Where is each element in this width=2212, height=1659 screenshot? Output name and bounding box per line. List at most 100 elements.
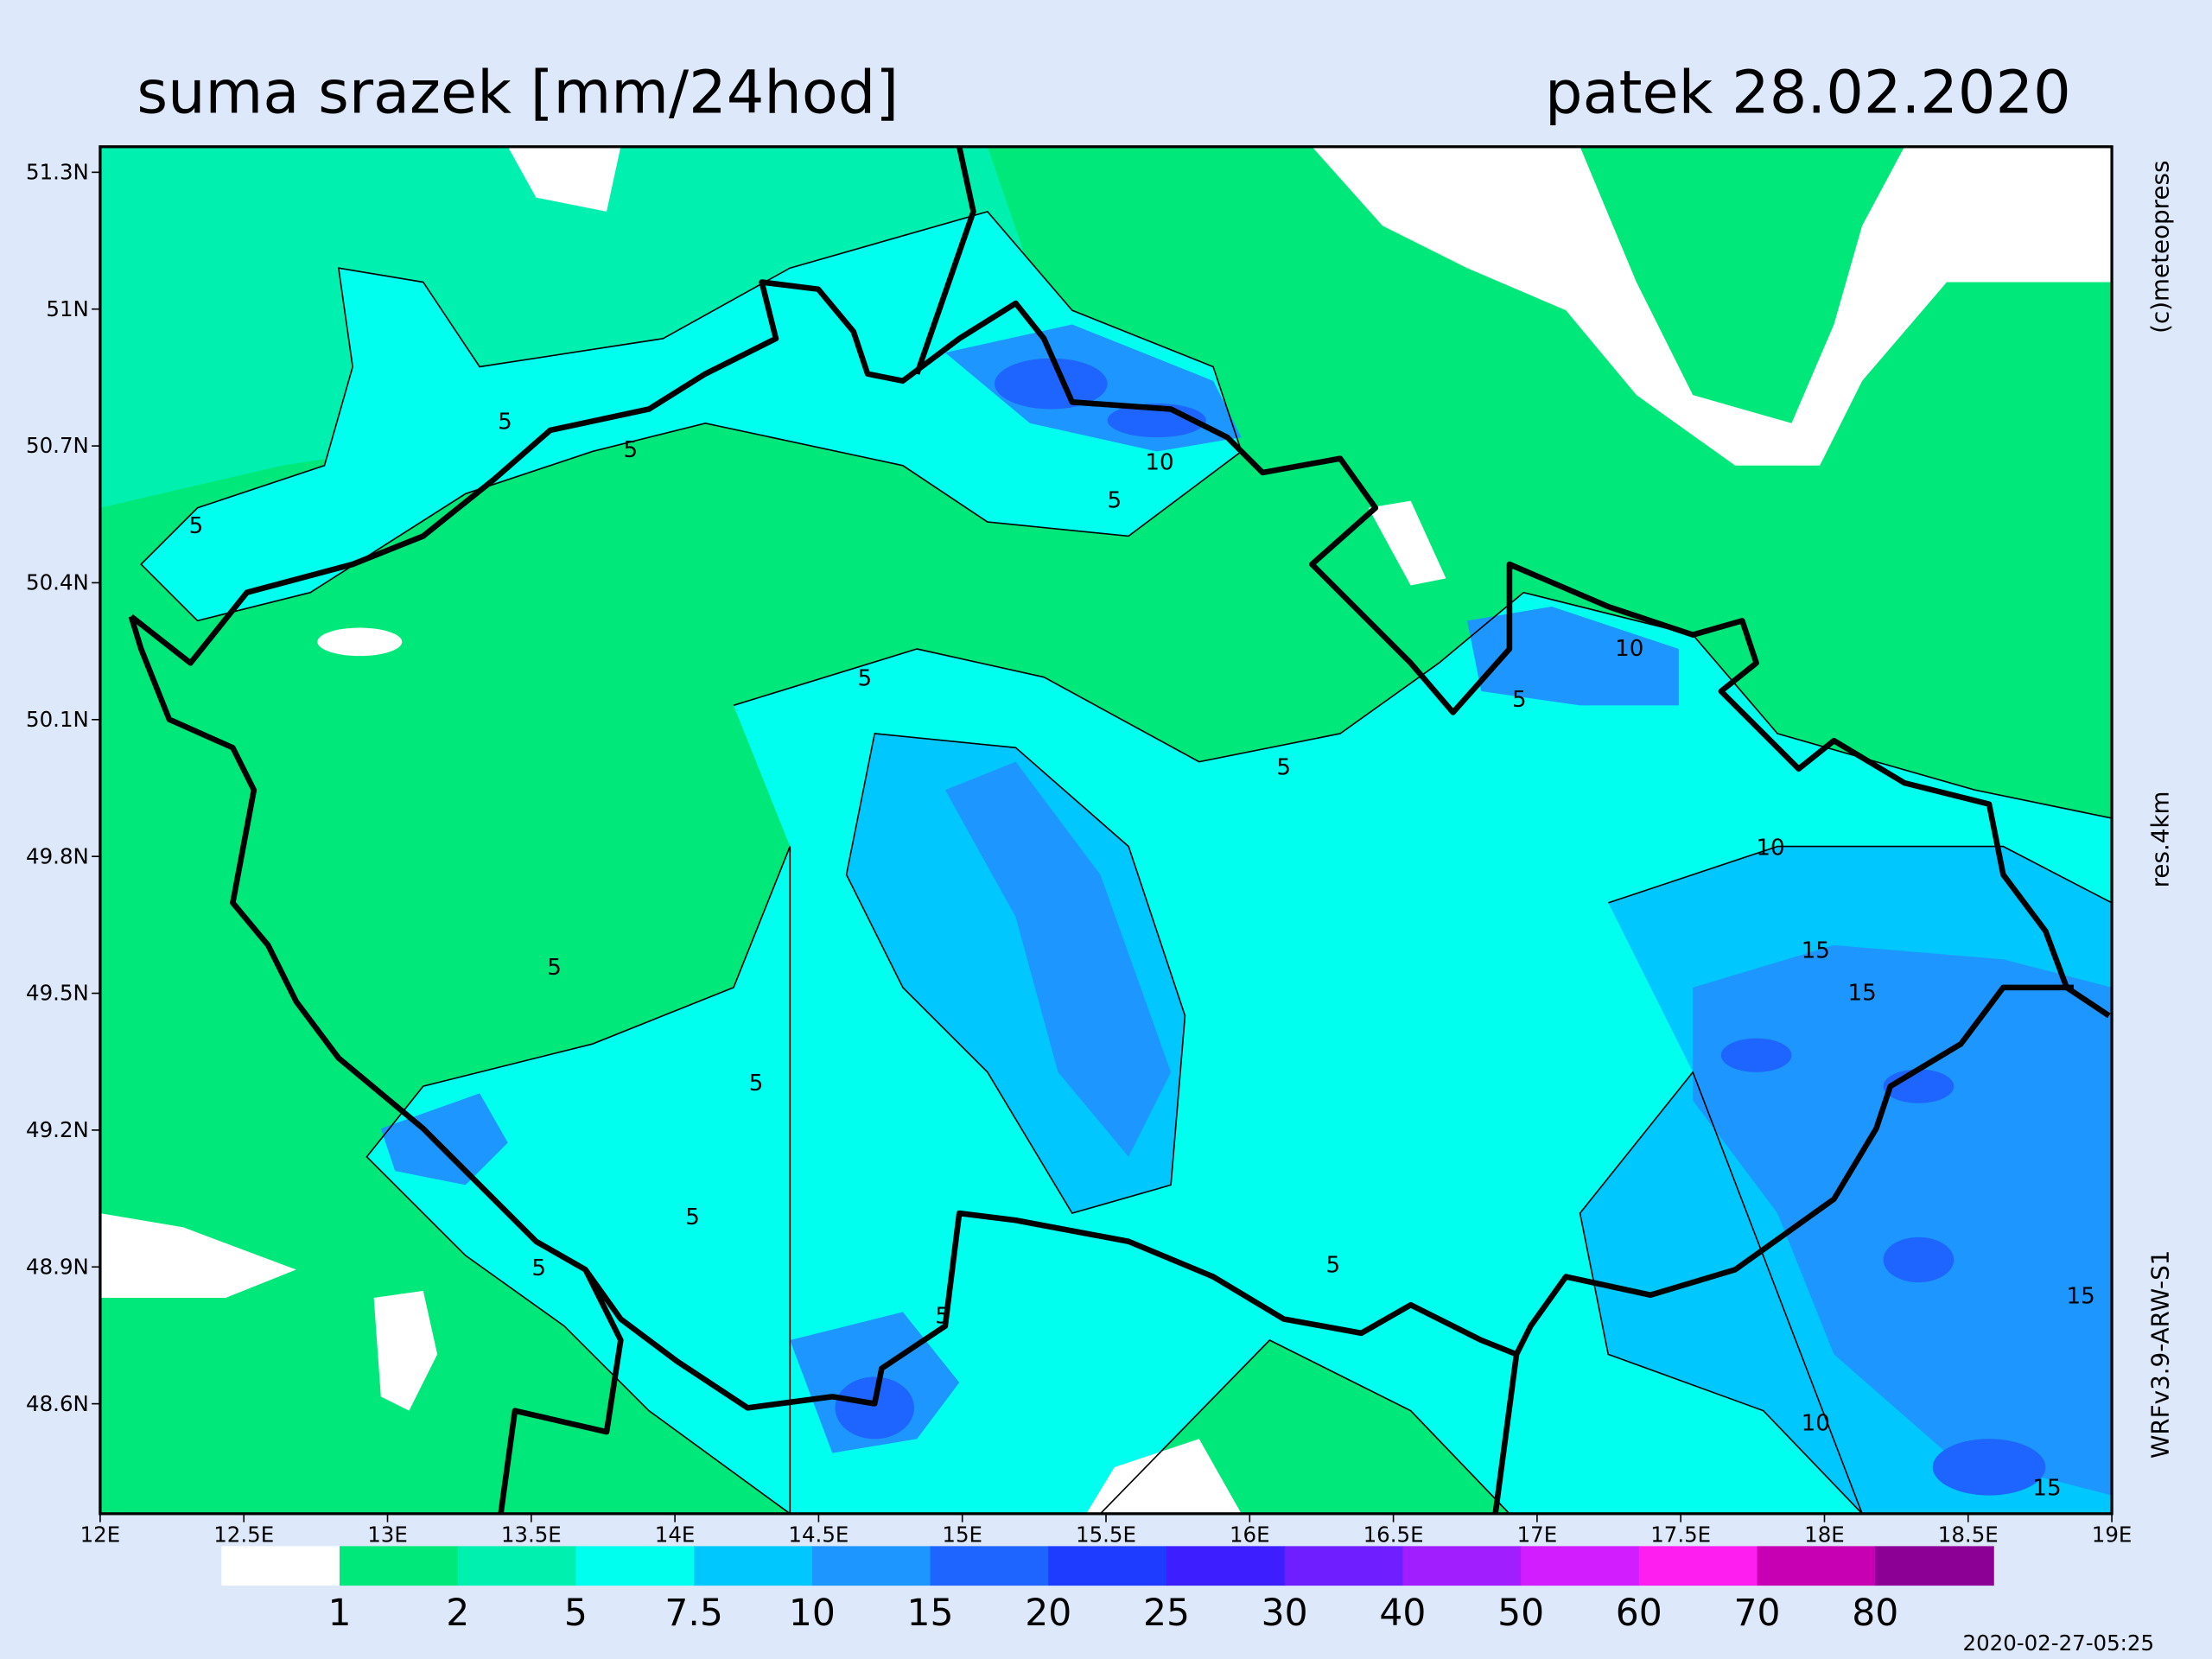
colorbar-label: 7.5	[664, 1592, 722, 1635]
contour-label: 5	[531, 1255, 546, 1281]
colorbar-label: 80	[1852, 1592, 1898, 1635]
contour	[140, 210, 1243, 622]
y-tick-label: 51N	[46, 296, 88, 321]
model: WRFv3.9-ARW-S1	[2145, 1250, 2174, 1459]
area	[373, 1290, 438, 1411]
x-tick-label: 15.5E	[1076, 1522, 1136, 1547]
colorbar-label: 15	[907, 1592, 954, 1635]
resolution: res.4km	[2145, 791, 2174, 887]
contour-label: 5	[623, 437, 638, 463]
x-tick-label: 19E	[2092, 1522, 2133, 1547]
contour-label: 5	[1107, 488, 1122, 514]
contour-label: 15	[1802, 938, 1830, 964]
title: suma srazek [mm/24hod]	[137, 59, 899, 128]
country-border	[128, 146, 2111, 1514]
area	[317, 627, 403, 657]
x-tick-label: 15E	[942, 1522, 982, 1547]
colorbar-label: 60	[1616, 1592, 1662, 1635]
timestamp: 2020-02-27-05:25	[1963, 1630, 2155, 1656]
colorbar-segment	[1048, 1546, 1167, 1586]
contour-label: 5	[498, 409, 512, 435]
x-tick-label: 17.5E	[1650, 1522, 1711, 1547]
contour-label: 15	[1847, 981, 1876, 1007]
colorbar-segment	[1875, 1546, 1994, 1586]
x-tick-label: 12.5E	[213, 1522, 274, 1547]
colorbar-segment	[1402, 1546, 1522, 1586]
y-tick-label: 50.4N	[26, 570, 89, 595]
colorbar-segment	[457, 1546, 577, 1586]
colorbar-label: 5	[564, 1592, 588, 1635]
contour-label: 5	[749, 1071, 764, 1096]
colorbar-segment	[1166, 1546, 1286, 1586]
area	[1086, 1439, 1242, 1514]
contour-label: 10	[1756, 835, 1784, 861]
axes: 12E 12.5E 13E 13.5E 14E 14.5E 15E 15.5E 16E 16.5E…	[26, 160, 2132, 1548]
area	[1932, 1439, 2046, 1496]
y-tick-label: 50.1N	[26, 707, 89, 732]
y-tick-label: 48.9N	[26, 1254, 89, 1279]
x-tick-label: 12E	[80, 1522, 121, 1547]
contour-label: 5	[1512, 687, 1527, 713]
date: patek 28.02.2020	[1545, 59, 2071, 128]
colorbar-segment	[340, 1546, 459, 1586]
x-tick-label: 16E	[1230, 1522, 1270, 1547]
area	[1693, 944, 2113, 1496]
y-tick-label: 49.5N	[26, 981, 89, 1006]
area	[995, 358, 1108, 410]
area	[1466, 607, 1679, 706]
colorbar: 1 2 5 7.5 10 15 20 25 30 40 50 60 70 80	[221, 1546, 1994, 1635]
colorbar-label: 2	[446, 1592, 469, 1635]
colorbar-label: 50	[1497, 1592, 1544, 1635]
y-tick-label: 49.2N	[26, 1117, 89, 1142]
area	[1883, 1236, 1955, 1283]
colorbar-segment	[930, 1546, 1050, 1586]
colorbar-segment	[575, 1546, 695, 1586]
contour-label: 5	[547, 955, 562, 981]
x-tick-label: 14E	[655, 1522, 696, 1547]
y-tick-label: 50.7N	[26, 433, 89, 458]
x-tick-label: 16.5E	[1363, 1522, 1424, 1547]
contour-label: 10	[1145, 450, 1173, 476]
area	[99, 1213, 296, 1299]
colorbar-label: 70	[1734, 1592, 1781, 1635]
area	[835, 1376, 914, 1440]
x-tick-label: 14.5E	[788, 1522, 849, 1547]
contour-label: 5	[858, 665, 873, 691]
colorbar-label: 20	[1025, 1592, 1071, 1635]
colorbar-segment	[1638, 1546, 1758, 1586]
colorbar-label: 30	[1262, 1592, 1308, 1635]
area	[380, 1093, 508, 1185]
colorbar-segment	[694, 1546, 813, 1586]
contour-label: 15	[2067, 1284, 2095, 1310]
x-tick-label: 18E	[1804, 1522, 1845, 1547]
x-tick-label: 18.5E	[1938, 1522, 1999, 1547]
colorbar-label: 10	[789, 1592, 836, 1635]
map-fill	[99, 146, 2113, 1514]
area	[1312, 146, 2113, 466]
contour	[365, 591, 2113, 1514]
colorbar-segment	[221, 1546, 340, 1586]
area	[1720, 1038, 1792, 1072]
area	[1368, 500, 1446, 586]
colorbar-segment	[811, 1546, 931, 1586]
credit: (c)meteopress	[2145, 161, 2174, 334]
y-tick-label: 48.6N	[26, 1391, 89, 1416]
colorbar-segment	[1284, 1546, 1404, 1586]
colorbar-label: 25	[1143, 1592, 1190, 1635]
y-tick-label: 51.3N	[26, 160, 89, 185]
contour-label: 5	[1326, 1253, 1341, 1279]
area	[944, 761, 1172, 1157]
contour-label: 5	[685, 1205, 700, 1230]
area	[99, 146, 1045, 508]
area	[507, 146, 621, 212]
colorbar-label: 40	[1379, 1592, 1426, 1635]
contour-label: 10	[1615, 636, 1643, 662]
contour-labels: 5 5 5 10 5 10 5 5 5 10 15 15 5 5 5 5 5 15 10 15 5	[189, 409, 2095, 1501]
x-tick-label: 13.5E	[501, 1522, 562, 1547]
contour-label: 5	[189, 513, 204, 539]
contour-label: 5	[1276, 754, 1291, 780]
colorbar-label: 1	[328, 1592, 352, 1635]
x-tick-label: 13E	[367, 1522, 408, 1547]
contour-label: 5	[935, 1303, 950, 1329]
